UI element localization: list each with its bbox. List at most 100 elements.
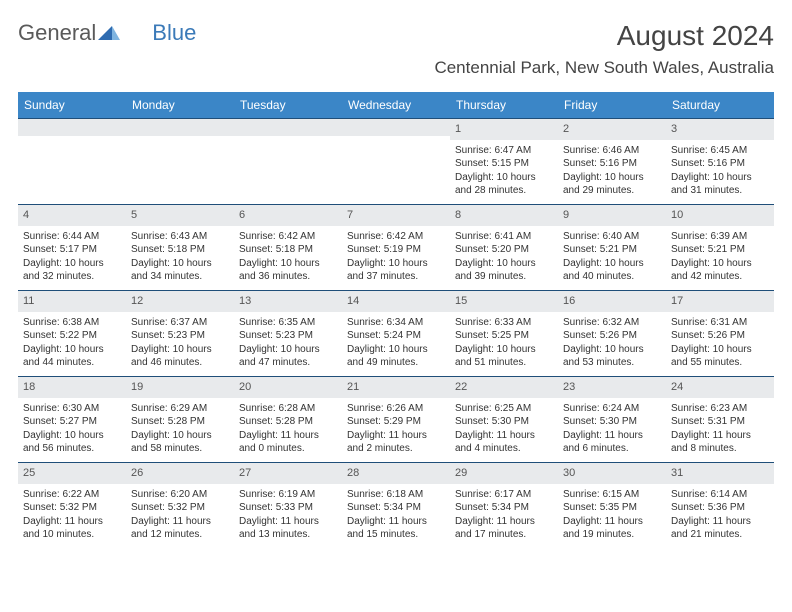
calendar-day: 29Sunrise: 6:17 AMSunset: 5:34 PMDayligh… <box>450 462 558 548</box>
calendar-row: 25Sunrise: 6:22 AMSunset: 5:32 PMDayligh… <box>18 462 774 548</box>
calendar-day: 4Sunrise: 6:44 AMSunset: 5:17 PMDaylight… <box>18 204 126 290</box>
weekday-header: Wednesday <box>342 92 450 118</box>
calendar-day: 30Sunrise: 6:15 AMSunset: 5:35 PMDayligh… <box>558 462 666 548</box>
weekday-header: Sunday <box>18 92 126 118</box>
day-details: Sunrise: 6:41 AMSunset: 5:20 PMDaylight:… <box>450 226 558 290</box>
calendar-day: 12Sunrise: 6:37 AMSunset: 5:23 PMDayligh… <box>126 290 234 376</box>
calendar-row: 4Sunrise: 6:44 AMSunset: 5:17 PMDaylight… <box>18 204 774 290</box>
day-number: 9 <box>558 204 666 226</box>
day-number: 29 <box>450 462 558 484</box>
day-details: Sunrise: 6:15 AMSunset: 5:35 PMDaylight:… <box>558 484 666 548</box>
day-number: 12 <box>126 290 234 312</box>
calendar-day: 28Sunrise: 6:18 AMSunset: 5:34 PMDayligh… <box>342 462 450 548</box>
day-number: 18 <box>18 376 126 398</box>
day-details: Sunrise: 6:23 AMSunset: 5:31 PMDaylight:… <box>666 398 774 462</box>
day-number: 22 <box>450 376 558 398</box>
day-number: 7 <box>342 204 450 226</box>
day-details: Sunrise: 6:32 AMSunset: 5:26 PMDaylight:… <box>558 312 666 376</box>
calendar-row: 18Sunrise: 6:30 AMSunset: 5:27 PMDayligh… <box>18 376 774 462</box>
day-details: Sunrise: 6:28 AMSunset: 5:28 PMDaylight:… <box>234 398 342 462</box>
day-number: 23 <box>558 376 666 398</box>
day-number: 15 <box>450 290 558 312</box>
calendar-day: 24Sunrise: 6:23 AMSunset: 5:31 PMDayligh… <box>666 376 774 462</box>
location-subtitle: Centennial Park, New South Wales, Austra… <box>434 58 774 78</box>
day-number: 10 <box>666 204 774 226</box>
logo-text-2: Blue <box>152 20 196 46</box>
calendar-day: 8Sunrise: 6:41 AMSunset: 5:20 PMDaylight… <box>450 204 558 290</box>
calendar-day: 6Sunrise: 6:42 AMSunset: 5:18 PMDaylight… <box>234 204 342 290</box>
calendar-day: 3Sunrise: 6:45 AMSunset: 5:16 PMDaylight… <box>666 118 774 204</box>
calendar-day: 16Sunrise: 6:32 AMSunset: 5:26 PMDayligh… <box>558 290 666 376</box>
day-details: Sunrise: 6:29 AMSunset: 5:28 PMDaylight:… <box>126 398 234 462</box>
calendar-day: 10Sunrise: 6:39 AMSunset: 5:21 PMDayligh… <box>666 204 774 290</box>
calendar-day: 23Sunrise: 6:24 AMSunset: 5:30 PMDayligh… <box>558 376 666 462</box>
weekday-header: Monday <box>126 92 234 118</box>
calendar-day: 18Sunrise: 6:30 AMSunset: 5:27 PMDayligh… <box>18 376 126 462</box>
calendar-day: 13Sunrise: 6:35 AMSunset: 5:23 PMDayligh… <box>234 290 342 376</box>
day-details: Sunrise: 6:34 AMSunset: 5:24 PMDaylight:… <box>342 312 450 376</box>
day-number: 26 <box>126 462 234 484</box>
logo-triangle-icon <box>98 20 120 46</box>
day-number: 31 <box>666 462 774 484</box>
empty-day-header <box>234 118 342 136</box>
weekday-header: Saturday <box>666 92 774 118</box>
calendar-day: 15Sunrise: 6:33 AMSunset: 5:25 PMDayligh… <box>450 290 558 376</box>
calendar-day: 9Sunrise: 6:40 AMSunset: 5:21 PMDaylight… <box>558 204 666 290</box>
calendar-empty <box>234 118 342 204</box>
day-number: 3 <box>666 118 774 140</box>
calendar-day: 20Sunrise: 6:28 AMSunset: 5:28 PMDayligh… <box>234 376 342 462</box>
day-details: Sunrise: 6:19 AMSunset: 5:33 PMDaylight:… <box>234 484 342 548</box>
calendar-empty <box>342 118 450 204</box>
calendar-day: 17Sunrise: 6:31 AMSunset: 5:26 PMDayligh… <box>666 290 774 376</box>
day-details: Sunrise: 6:43 AMSunset: 5:18 PMDaylight:… <box>126 226 234 290</box>
day-number: 14 <box>342 290 450 312</box>
calendar-day: 14Sunrise: 6:34 AMSunset: 5:24 PMDayligh… <box>342 290 450 376</box>
day-details: Sunrise: 6:20 AMSunset: 5:32 PMDaylight:… <box>126 484 234 548</box>
calendar-day: 25Sunrise: 6:22 AMSunset: 5:32 PMDayligh… <box>18 462 126 548</box>
day-details: Sunrise: 6:25 AMSunset: 5:30 PMDaylight:… <box>450 398 558 462</box>
empty-day-header <box>18 118 126 136</box>
day-details: Sunrise: 6:33 AMSunset: 5:25 PMDaylight:… <box>450 312 558 376</box>
logo-text-1: General <box>18 20 96 46</box>
calendar-day: 5Sunrise: 6:43 AMSunset: 5:18 PMDaylight… <box>126 204 234 290</box>
weekday-header-row: SundayMondayTuesdayWednesdayThursdayFrid… <box>18 92 774 118</box>
day-number: 8 <box>450 204 558 226</box>
day-details: Sunrise: 6:14 AMSunset: 5:36 PMDaylight:… <box>666 484 774 548</box>
day-details: Sunrise: 6:42 AMSunset: 5:18 PMDaylight:… <box>234 226 342 290</box>
day-number: 4 <box>18 204 126 226</box>
day-number: 16 <box>558 290 666 312</box>
calendar-day: 1Sunrise: 6:47 AMSunset: 5:15 PMDaylight… <box>450 118 558 204</box>
day-details: Sunrise: 6:39 AMSunset: 5:21 PMDaylight:… <box>666 226 774 290</box>
day-number: 17 <box>666 290 774 312</box>
day-details: Sunrise: 6:18 AMSunset: 5:34 PMDaylight:… <box>342 484 450 548</box>
month-title: August 2024 <box>434 20 774 52</box>
calendar-body: 1Sunrise: 6:47 AMSunset: 5:15 PMDaylight… <box>18 118 774 548</box>
day-details: Sunrise: 6:22 AMSunset: 5:32 PMDaylight:… <box>18 484 126 548</box>
day-number: 25 <box>18 462 126 484</box>
day-details: Sunrise: 6:42 AMSunset: 5:19 PMDaylight:… <box>342 226 450 290</box>
logo: General Blue <box>18 20 196 46</box>
day-number: 28 <box>342 462 450 484</box>
day-number: 2 <box>558 118 666 140</box>
calendar-day: 31Sunrise: 6:14 AMSunset: 5:36 PMDayligh… <box>666 462 774 548</box>
day-details: Sunrise: 6:31 AMSunset: 5:26 PMDaylight:… <box>666 312 774 376</box>
day-number: 6 <box>234 204 342 226</box>
day-number: 30 <box>558 462 666 484</box>
weekday-header: Tuesday <box>234 92 342 118</box>
weekday-header: Thursday <box>450 92 558 118</box>
day-number: 19 <box>126 376 234 398</box>
calendar-day: 2Sunrise: 6:46 AMSunset: 5:16 PMDaylight… <box>558 118 666 204</box>
day-details: Sunrise: 6:44 AMSunset: 5:17 PMDaylight:… <box>18 226 126 290</box>
calendar-row: 1Sunrise: 6:47 AMSunset: 5:15 PMDaylight… <box>18 118 774 204</box>
calendar-empty <box>126 118 234 204</box>
weekday-header: Friday <box>558 92 666 118</box>
day-details: Sunrise: 6:38 AMSunset: 5:22 PMDaylight:… <box>18 312 126 376</box>
calendar-row: 11Sunrise: 6:38 AMSunset: 5:22 PMDayligh… <box>18 290 774 376</box>
day-details: Sunrise: 6:47 AMSunset: 5:15 PMDaylight:… <box>450 140 558 204</box>
day-details: Sunrise: 6:45 AMSunset: 5:16 PMDaylight:… <box>666 140 774 204</box>
day-number: 24 <box>666 376 774 398</box>
day-number: 20 <box>234 376 342 398</box>
calendar-day: 11Sunrise: 6:38 AMSunset: 5:22 PMDayligh… <box>18 290 126 376</box>
day-number: 5 <box>126 204 234 226</box>
day-number: 11 <box>18 290 126 312</box>
